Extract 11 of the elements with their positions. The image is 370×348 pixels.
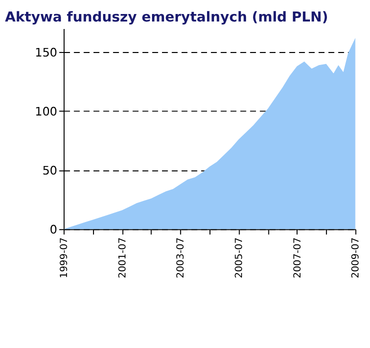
x-tick-label: 2005-07 (234, 237, 246, 278)
x-tick-label: 2001-07 (117, 237, 128, 278)
chart-title: Aktywa funduszy emerytalnych (mld PLN) (4, 10, 328, 26)
x-tick-label: 2009-07 (350, 237, 362, 278)
y-tick-label: 150 (34, 45, 58, 60)
y-tick-label: 50 (42, 164, 58, 178)
x-tick-label: 2003-07 (176, 237, 187, 278)
x-tick-label: 1999-07 (59, 237, 70, 278)
y-tick-label: 100 (34, 104, 58, 119)
y-tick-label: 0 (50, 222, 58, 237)
x-tick-label: 2007-07 (292, 237, 304, 278)
